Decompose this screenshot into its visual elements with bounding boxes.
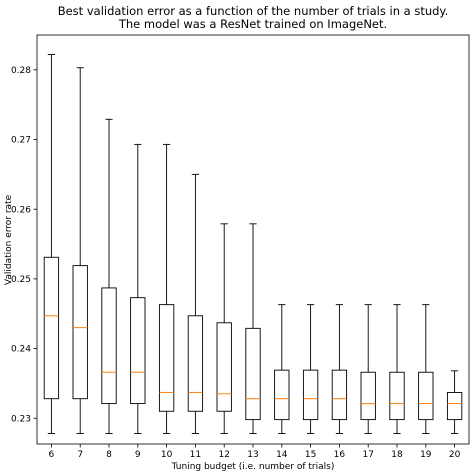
y-tick-label: 0.24 xyxy=(11,345,31,355)
x-tick-label: 14 xyxy=(276,450,288,460)
box-iqr xyxy=(245,327,261,421)
y-tick-label: 0.25 xyxy=(11,275,31,285)
box-item xyxy=(245,223,261,434)
box-iqr xyxy=(446,391,463,421)
box-item xyxy=(130,143,146,434)
x-tick-label: 17 xyxy=(362,450,373,460)
box-item xyxy=(101,118,117,434)
box-iqr xyxy=(331,369,348,421)
box-iqr xyxy=(302,369,319,421)
x-axis: 6 7 8 9 10 11 12 13 14 15 16 17 18 19 20 xyxy=(49,444,461,460)
box-iqr xyxy=(158,304,175,412)
box-iqr xyxy=(101,287,117,405)
box-iqr xyxy=(360,371,376,421)
y-axis-label: Validation error rate xyxy=(4,194,14,285)
box-iqr xyxy=(43,256,60,400)
box-item xyxy=(446,370,463,434)
box-item xyxy=(72,67,88,434)
y-tick-label: 0.27 xyxy=(11,136,31,146)
box-iqr xyxy=(216,322,232,412)
x-tick-label: 7 xyxy=(77,450,83,460)
x-tick-label: 9 xyxy=(135,450,141,460)
box-iqr xyxy=(72,265,88,400)
box-iqr xyxy=(187,315,204,412)
box-item xyxy=(360,304,376,434)
y-tick-label: 0.26 xyxy=(11,205,31,215)
box-item xyxy=(216,223,232,434)
x-tick-label: 12 xyxy=(218,450,229,460)
y-axis: 0.23 0.24 0.25 0.26 0.27 0.28 xyxy=(11,66,37,424)
box-item xyxy=(302,304,319,434)
y-tick-label: 0.23 xyxy=(11,414,31,424)
box-item xyxy=(389,304,405,434)
x-tick-label: 16 xyxy=(334,450,346,460)
chart-title-line-1: Best validation error as a function of t… xyxy=(58,4,449,18)
box-iqr xyxy=(130,297,146,405)
box-iqr xyxy=(418,371,434,421)
x-tick-label: 11 xyxy=(190,450,201,460)
box-item xyxy=(158,143,175,434)
x-tick-label: 15 xyxy=(305,450,316,460)
x-tick-label: 13 xyxy=(247,450,258,460)
x-tick-label: 8 xyxy=(106,450,112,460)
x-tick-label: 6 xyxy=(49,450,55,460)
x-tick-label: 20 xyxy=(449,450,461,460)
box-item xyxy=(43,54,60,434)
x-tick-label: 18 xyxy=(391,450,403,460)
chart-title-line-2: The model was a ResNet trained on ImageN… xyxy=(118,17,387,31)
y-tick-label: 0.28 xyxy=(11,66,31,76)
box-iqr xyxy=(274,369,290,421)
box-item xyxy=(187,173,204,434)
box-item xyxy=(418,304,434,434)
box-item xyxy=(331,304,348,434)
box-iqr xyxy=(389,371,405,421)
x-tick-label: 19 xyxy=(420,450,432,460)
x-axis-label: Tuning budget (i.e. number of trials) xyxy=(171,462,335,472)
x-tick-label: 10 xyxy=(161,450,173,460)
box-item xyxy=(274,304,290,434)
box-series xyxy=(43,54,463,434)
